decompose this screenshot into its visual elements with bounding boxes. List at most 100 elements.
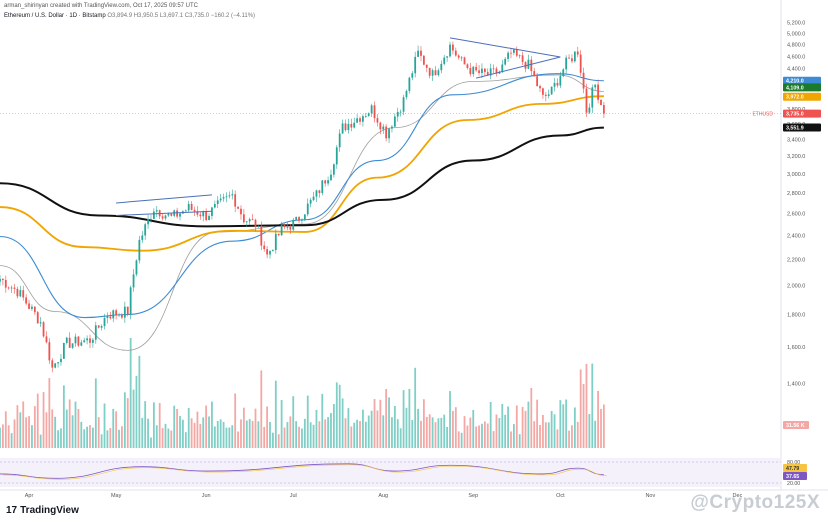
candle-body: [539, 86, 541, 89]
candle-body: [272, 250, 274, 251]
volume-bar: [579, 369, 582, 448]
price-tick-label: 3,200.0: [787, 154, 805, 160]
candle-body: [452, 44, 454, 51]
candle-body: [443, 57, 446, 64]
candle-body: [109, 316, 112, 319]
volume-bar: [472, 409, 475, 448]
candle-body: [68, 337, 71, 348]
volume-bar: [475, 426, 478, 448]
tradingview-logo[interactable]: 17 TradingView: [6, 505, 79, 516]
candle-body: [350, 123, 353, 128]
candle-body: [585, 88, 588, 113]
volume-bar: [542, 414, 544, 448]
price-tick-label: 2,400.0: [787, 233, 805, 239]
candle-body: [126, 306, 129, 315]
candle-body: [92, 339, 94, 343]
time-tick-label: Jul: [290, 493, 297, 499]
time-tick-label: Aug: [378, 493, 388, 499]
candle-body: [147, 218, 149, 225]
candle-body: [161, 216, 164, 219]
moving-average-line: [0, 73, 604, 319]
volume-label-box: [783, 421, 809, 429]
candle-body: [115, 310, 118, 316]
candle-body: [359, 118, 361, 122]
candle-body: [495, 68, 498, 74]
volume-bar: [571, 425, 573, 448]
volume-bar: [176, 408, 179, 448]
candle-body: [553, 82, 556, 87]
candle-body: [234, 194, 237, 207]
candle-body: [7, 287, 10, 289]
volume-bar: [31, 425, 33, 448]
candle-body: [478, 70, 480, 74]
volume-bar: [202, 417, 205, 448]
candle-body: [402, 97, 405, 112]
volume-bar: [498, 418, 501, 448]
candle-body: [602, 105, 605, 114]
volume-bar: [591, 363, 594, 448]
candle-body: [251, 219, 254, 220]
volume-bar: [57, 430, 59, 448]
candle-body: [138, 239, 141, 261]
volume-bar: [62, 385, 65, 448]
candle-body: [483, 68, 486, 73]
candle-body: [295, 217, 298, 220]
candle-body: [77, 336, 80, 346]
candle-body: [338, 133, 341, 148]
rsi-tick-label: 80.00: [787, 460, 800, 466]
candle-body: [303, 214, 306, 220]
time-tick-label: Sep: [468, 493, 478, 499]
candle-body: [562, 69, 565, 77]
volume-bar: [309, 422, 312, 448]
candle-body: [260, 226, 263, 246]
volume-bar: [272, 432, 274, 448]
volume-bar: [74, 401, 77, 448]
candle-body: [10, 287, 13, 289]
price-label-box: [783, 83, 821, 92]
volume-bar: [495, 414, 498, 448]
candle-body: [414, 56, 417, 74]
volume-bar: [521, 406, 524, 448]
volume-bar: [240, 419, 242, 448]
volume-bar: [376, 410, 379, 448]
volume-bar: [353, 422, 356, 448]
price-tick-label: 3,000.0: [787, 172, 805, 178]
volume-bar: [22, 401, 25, 448]
price-tick-label: 5,000.0: [787, 31, 805, 37]
volume-bar: [335, 382, 338, 448]
candle-body: [327, 180, 329, 184]
volume-bar: [356, 419, 359, 448]
volume-bar: [237, 431, 239, 448]
volume-bar: [266, 406, 269, 448]
candle-body: [25, 297, 28, 304]
time-tick-label: Apr: [25, 493, 34, 499]
candle-body: [150, 218, 152, 220]
price-tick-label: 4,400.0: [787, 67, 805, 73]
volume-bar: [550, 410, 553, 448]
candle-body: [22, 290, 25, 298]
volume-bar: [501, 403, 504, 448]
price-label-text: 3,735.0: [786, 112, 804, 118]
volume-bar: [211, 401, 213, 448]
volume-bar: [45, 412, 48, 448]
symbol-name[interactable]: Ethereum / U.S. Dollar · 1D · Bitstamp: [4, 13, 106, 19]
volume-bar: [457, 431, 460, 448]
candle-body: [42, 322, 45, 337]
volume-bar: [507, 406, 509, 448]
candle-body: [118, 314, 120, 316]
volume-bar: [80, 421, 83, 448]
price-tick-label: 4,800.0: [787, 43, 805, 49]
volume-bar: [109, 427, 112, 448]
volume-bar: [48, 378, 51, 448]
volume-bar: [367, 415, 370, 448]
volume-bar: [135, 375, 138, 448]
volume-bar: [213, 426, 216, 448]
candle-body: [51, 360, 54, 368]
candle-body: [460, 57, 463, 59]
volume-bar: [553, 414, 556, 448]
volume-bar: [489, 401, 492, 448]
candle-body: [97, 325, 100, 328]
candle-body: [527, 59, 530, 69]
price-tick-label: 1,800.0: [787, 313, 805, 319]
